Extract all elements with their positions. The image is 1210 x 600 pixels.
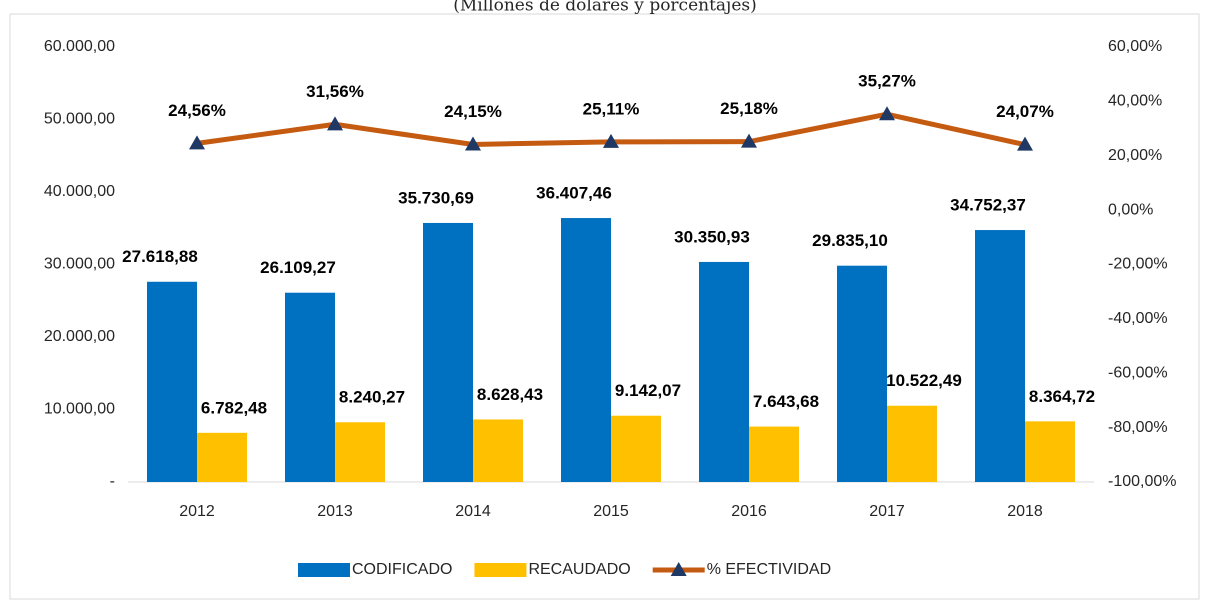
marker [327, 116, 343, 131]
legend-marker [670, 562, 687, 576]
marker [603, 133, 619, 148]
data-label: 10.522,49 [886, 371, 962, 390]
marker [1017, 136, 1033, 151]
bar [749, 426, 799, 482]
data-label: 9.142,07 [615, 381, 681, 400]
legend-label: CODIFICADO [352, 561, 452, 578]
x-tick-label: 2016 [731, 503, 767, 520]
legend-label: % EFECTIVIDAD [707, 561, 831, 578]
data-label: 24,15% [444, 102, 502, 121]
bar [473, 419, 523, 482]
y2-tick-label: 0,00% [1108, 201, 1153, 218]
data-label: 8.364,72 [1029, 387, 1095, 406]
y-tick-label: 20.000,00 [44, 328, 115, 345]
data-label: 26.109,27 [260, 258, 336, 277]
data-label: 34.752,37 [950, 196, 1026, 215]
data-label: 36.407,46 [536, 184, 612, 203]
bar [887, 405, 937, 482]
marker [879, 106, 895, 121]
data-label: 35,27% [858, 72, 916, 91]
data-label: 30.350,93 [674, 227, 750, 246]
y2-tick-label: -20,00% [1108, 256, 1168, 273]
y-tick-label: 50.000,00 [44, 111, 115, 128]
bar [1025, 421, 1075, 482]
bar [147, 281, 197, 482]
legend-label: RECAUDADO [528, 561, 630, 578]
marker [189, 135, 205, 150]
bar [975, 230, 1025, 482]
y2-tick-label: -40,00% [1108, 310, 1168, 327]
y2-tick-label: 20,00% [1108, 147, 1162, 164]
bar [837, 265, 887, 482]
y2-tick-label: -80,00% [1108, 419, 1168, 436]
data-label: 8.240,27 [339, 388, 405, 407]
data-label: 8.628,43 [477, 385, 543, 404]
y2-tick-label: -60,00% [1108, 364, 1168, 381]
y2-tick-label: 40,00% [1108, 93, 1162, 110]
y-tick-label: 10.000,00 [44, 401, 115, 418]
legend-swatch [474, 563, 527, 577]
data-label: 29.835,10 [812, 231, 888, 250]
chart-subtitle: (Millones de dólares y porcentajes) [453, 0, 757, 16]
marker [741, 133, 757, 148]
y-tick-label: 60.000,00 [44, 38, 115, 55]
x-tick-label: 2015 [593, 503, 629, 520]
bar [197, 432, 247, 482]
data-label: 7.643,68 [753, 392, 819, 411]
data-label: 24,56% [168, 101, 226, 120]
data-label: 25,18% [720, 99, 778, 118]
y2-tick-label: -100,00% [1108, 473, 1177, 490]
y-tick-label: - [110, 473, 115, 490]
x-tick-label: 2018 [1007, 503, 1043, 520]
bar [699, 261, 749, 482]
bar [335, 422, 385, 482]
bar [611, 415, 661, 482]
data-label: 35.730,69 [398, 188, 474, 207]
y-tick-label: 40.000,00 [44, 183, 115, 200]
y2-tick-label: 60,00% [1108, 38, 1162, 55]
chart-frame [9, 13, 1200, 600]
data-label: 24,07% [996, 102, 1054, 121]
data-label: 31,56% [306, 82, 364, 101]
bar [285, 292, 335, 482]
data-label: 27.618,88 [122, 247, 198, 266]
x-tick-label: 2013 [317, 503, 353, 520]
x-tick-label: 2012 [179, 503, 215, 520]
x-tick-label: 2014 [455, 503, 491, 520]
bar [423, 222, 473, 482]
x-tick-label: 2017 [869, 503, 905, 520]
marker [465, 136, 481, 151]
y-tick-label: 30.000,00 [44, 256, 115, 273]
legend-swatch [298, 563, 350, 577]
data-label: 6.782,48 [201, 398, 267, 417]
data-label: 25,11% [583, 99, 640, 118]
bar [561, 218, 611, 483]
